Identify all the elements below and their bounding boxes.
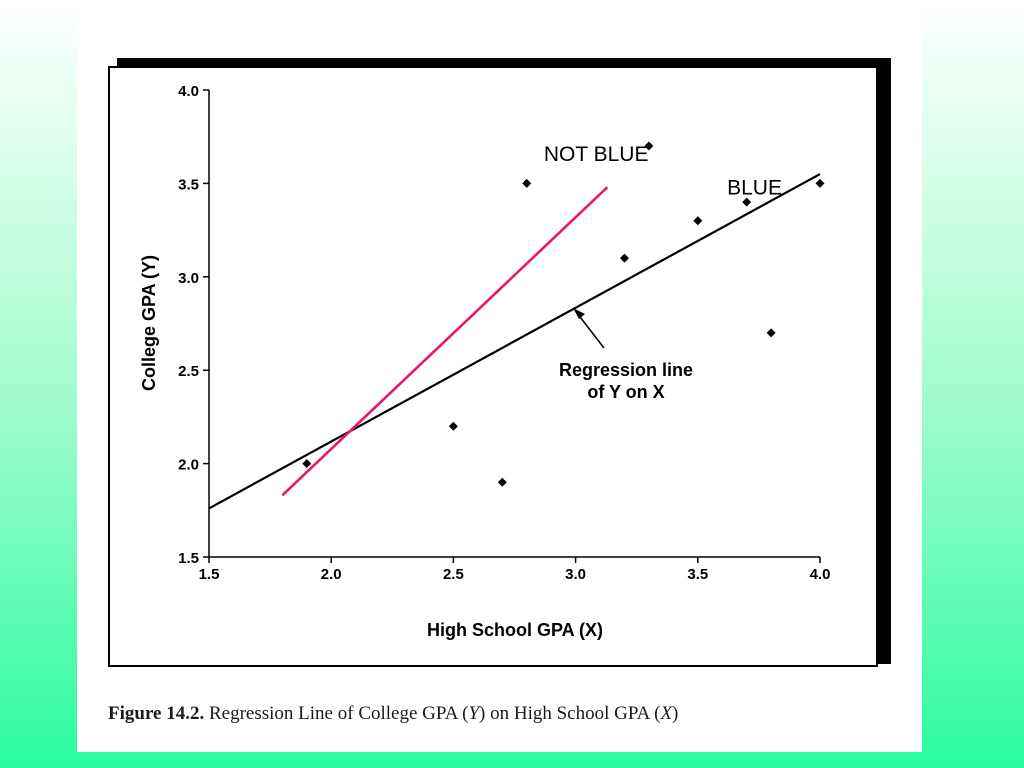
caption-figure-number: Figure 14.2.: [108, 703, 205, 724]
data-point: [302, 459, 312, 469]
x-axis-label: High School GPA (X): [427, 620, 603, 640]
y-tick-label: 3.5: [178, 176, 199, 193]
caption-var-y: Y: [468, 703, 480, 724]
data-point: [644, 141, 654, 151]
x-tick-label: 3.0: [565, 566, 586, 583]
y-axis: 1.5 2.0 2.5 3.0 3.5 4.0: [178, 83, 210, 567]
regression-line: [208, 173, 821, 510]
data-point: [815, 178, 825, 188]
caption-text-2: ) on High School GPA (: [479, 703, 661, 724]
annotation-not-blue: NOT BLUE: [544, 143, 649, 166]
data-points: [302, 141, 825, 487]
x-tick-label: 2.0: [321, 566, 342, 583]
x-tick-label: 1.5: [199, 566, 220, 583]
y-tick-label: 4.0: [178, 83, 199, 100]
figure-frame: [108, 66, 878, 667]
regression-annotation: Regression line of Y on X: [559, 308, 693, 402]
y-tick-label: 1.5: [178, 550, 199, 567]
data-point: [693, 216, 703, 226]
caption-var-x: X: [660, 703, 673, 724]
annotation-arrow: [576, 312, 605, 349]
data-point: [497, 477, 507, 487]
annotation-arrowhead: [573, 308, 585, 319]
data-point: [448, 421, 458, 431]
regression-label-line1: Regression line: [559, 360, 693, 380]
x-tick-label: 4.0: [810, 566, 831, 583]
regression-label-line2: of Y on X: [587, 382, 664, 402]
data-point: [766, 328, 776, 338]
annotation-blue: BLUE: [727, 177, 782, 200]
y-axis-label: College GPA (Y): [139, 255, 159, 391]
x-tick-label: 2.5: [443, 566, 464, 583]
caption-text-3: ): [672, 703, 679, 724]
data-point: [522, 178, 532, 188]
y-ticks: 1.5 2.0 2.5 3.0 3.5 4.0: [178, 83, 209, 567]
y-tick-label: 2.5: [178, 363, 199, 380]
y-tick-label: 2.0: [178, 457, 199, 474]
x-tick-label: 3.5: [687, 566, 708, 583]
figure-caption: Figure 14.2. Regression Line of College …: [108, 703, 678, 725]
x-ticks: 1.5 2.0 2.5 3.0 3.5 4.0: [199, 557, 831, 583]
overlay-line: [281, 186, 609, 497]
x-axis: 1.5 2.0 2.5 3.0 3.5 4.0: [199, 556, 831, 583]
data-point: [619, 253, 629, 263]
y-tick-label: 3.0: [178, 270, 199, 287]
data-point: [742, 197, 752, 207]
caption-text-1: Regression Line of College GPA (: [204, 703, 469, 724]
